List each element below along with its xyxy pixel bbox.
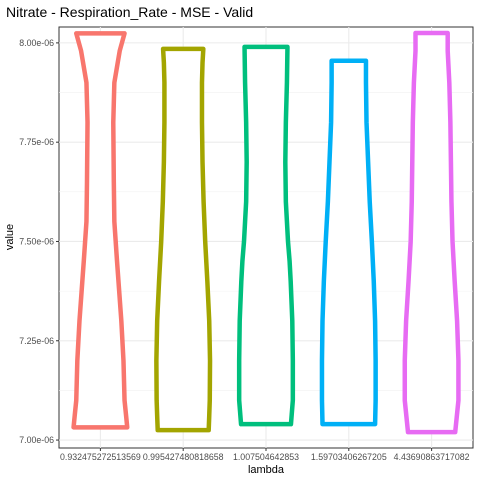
y-tick-label: 7.25e-06 [19, 336, 54, 346]
x-axis-title: lambda [248, 464, 285, 476]
x-axis: 0.932475272513569 0.995427480818658 1.0075… [60, 448, 470, 462]
y-tick-label: 7.50e-06 [19, 236, 54, 246]
violin-2 [154, 46, 213, 433]
y-tick-label: 7.75e-06 [19, 137, 54, 147]
y-axis: 7.00e-06 7.25e-06 7.50e-06 7.75e-06 8.00e-06 [19, 38, 59, 445]
x-tick-label: 0.995427480818658 [143, 452, 224, 462]
violin-5 [402, 30, 461, 435]
x-tick-label: 0.932475272513569 [60, 452, 141, 462]
y-tick-label: 7.00e-06 [19, 435, 54, 445]
y-axis-title: value [4, 224, 16, 250]
violin-1 [71, 31, 130, 430]
violin-4 [319, 58, 378, 427]
x-tick-label: 4.43690863717082 [394, 452, 470, 462]
x-tick-label: 1.007504642853 [233, 452, 299, 462]
violins [71, 30, 461, 435]
x-tick-label: 1.59703406267205 [311, 452, 387, 462]
chart-title: Nitrate - Respiration_Rate - MSE - Valid [6, 4, 253, 20]
y-tick-label: 8.00e-06 [19, 38, 54, 48]
violin-3 [236, 44, 296, 427]
